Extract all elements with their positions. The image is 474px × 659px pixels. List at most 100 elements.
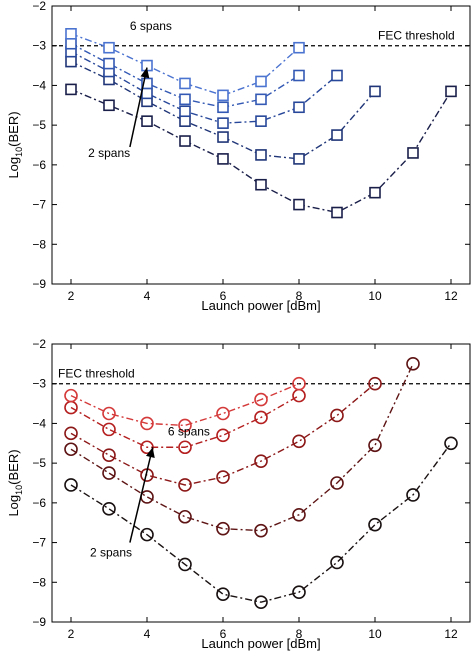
series-line-4 <box>70 395 300 448</box>
data-point <box>216 587 230 602</box>
data-point <box>254 595 268 609</box>
x-tick-label: 12 <box>444 627 458 641</box>
data-point <box>65 27 77 40</box>
y-tick-label: −9 <box>32 615 46 629</box>
data-point <box>64 478 78 492</box>
data-point <box>330 408 344 423</box>
chart-panel-1: 2 4 6 8 10 12 −2 −3 −4 −5 −6 −7 −8 −9 Launch power [dB… <box>6 0 471 313</box>
data-point <box>217 153 229 165</box>
data-point <box>330 476 344 490</box>
data-point <box>102 466 116 480</box>
data-point <box>102 448 116 463</box>
data-point <box>102 406 116 421</box>
arrow-head-icon <box>140 67 150 79</box>
data-point <box>103 57 115 70</box>
data-point <box>179 77 191 90</box>
data-point <box>64 442 78 457</box>
arrow-head-icon <box>145 447 155 459</box>
y-axis-label: Log10(BER) <box>6 449 24 516</box>
data-point <box>64 388 78 403</box>
data-point <box>444 436 458 451</box>
x-tick-label: 8 <box>296 289 303 303</box>
data-point <box>178 478 192 492</box>
data-point <box>293 198 305 211</box>
data-point <box>292 376 306 391</box>
data-point <box>255 178 267 191</box>
x-tick-label: 2 <box>68 289 75 303</box>
annotation-six-spans: 6 spans <box>168 424 210 438</box>
data-point <box>102 422 116 437</box>
data-point <box>368 376 382 391</box>
y-axis-label: Log10(BER) <box>6 111 24 178</box>
y-tick-label: −7 <box>32 536 46 550</box>
chart-panel-2: 2 4 6 8 10 12 −2 −3 −4 −5 −6 −7 −8 −9 Launch power [dB… <box>6 337 471 651</box>
fec-threshold-label: FEC threshold <box>378 29 455 43</box>
fec-threshold-label: FEC threshold <box>58 367 135 381</box>
data-point <box>102 502 116 516</box>
data-point <box>292 507 306 522</box>
y-tick-label: −8 <box>32 237 46 251</box>
data-point <box>141 115 153 127</box>
data-point <box>254 454 268 468</box>
x-tick-label: 6 <box>220 289 227 303</box>
data-point <box>368 517 382 532</box>
data-point <box>293 69 305 82</box>
arrow-shaft <box>129 67 148 148</box>
annotation-six-spans: 6 spans <box>130 19 172 33</box>
annotation-two-spans: 2 spans <box>90 545 132 559</box>
data-point <box>293 153 305 165</box>
data-point <box>331 129 343 141</box>
series-line-5 <box>70 383 300 427</box>
y-tick-label: −4 <box>32 78 46 92</box>
y-tick-label: −2 <box>32 0 46 13</box>
plot-area <box>51 343 471 623</box>
data-point <box>407 147 419 159</box>
data-point <box>406 357 420 371</box>
data-point <box>255 75 267 88</box>
y-tick-label: −9 <box>32 277 46 291</box>
x-axis-label: Launch power [dBm] <box>201 298 320 313</box>
data-point <box>64 426 78 441</box>
data-point <box>65 37 77 50</box>
data-point <box>255 149 267 161</box>
data-point <box>179 105 191 118</box>
x-tick-label: 8 <box>296 627 303 641</box>
data-point <box>178 509 192 524</box>
x-tick-label: 6 <box>220 627 227 641</box>
annotation-two-spans: 2 spans <box>88 146 130 160</box>
data-point <box>141 87 153 100</box>
data-point <box>254 523 268 538</box>
y-tick-label: −3 <box>32 377 46 391</box>
x-tick-label: 10 <box>368 289 382 303</box>
x-axis-label: Launch power [dBm] <box>201 636 320 651</box>
data-point <box>140 416 154 431</box>
data-point <box>406 488 420 502</box>
y-tick-label: −6 <box>32 496 46 510</box>
plot-area <box>51 5 471 285</box>
data-point <box>103 41 115 54</box>
data-point <box>331 69 343 82</box>
data-point <box>217 89 229 102</box>
data-point <box>369 186 381 199</box>
data-point <box>217 101 229 114</box>
data-point <box>216 406 230 421</box>
data-point <box>65 83 77 96</box>
y-tick-label: −7 <box>32 198 46 212</box>
series-line-3 <box>70 51 338 124</box>
data-point <box>293 101 305 114</box>
data-point <box>216 470 230 484</box>
y-tick-label: −5 <box>32 118 46 132</box>
data-point <box>292 585 306 600</box>
x-tick-label: 2 <box>68 627 75 641</box>
data-point <box>255 115 267 127</box>
y-tick-label: −2 <box>32 337 46 351</box>
x-tick-label: 10 <box>368 627 382 641</box>
y-tick-label: −3 <box>32 39 46 53</box>
x-tick-label: 12 <box>444 289 458 303</box>
data-point <box>216 428 230 443</box>
data-point <box>178 440 192 455</box>
series-line-2 <box>70 363 414 532</box>
y-tick-label: −4 <box>32 416 46 430</box>
data-point <box>368 438 382 453</box>
